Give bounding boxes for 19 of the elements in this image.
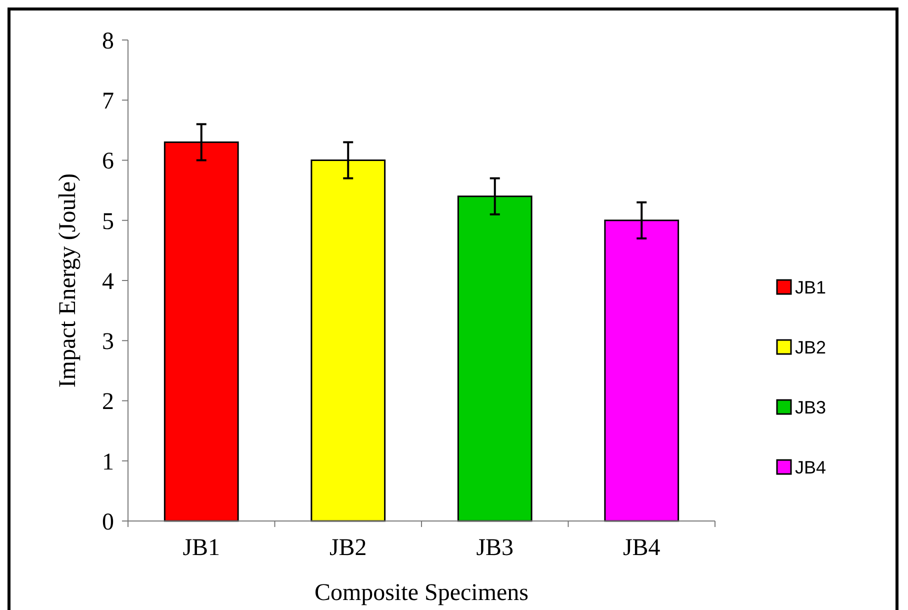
y-tick-label: 5 [102, 208, 114, 235]
y-tick-label: 3 [102, 329, 114, 356]
y-tick-label: 8 [102, 28, 114, 54]
x-tick-label: JB1 [182, 535, 220, 561]
legend-label: JB2 [795, 337, 826, 358]
x-axis-title: Composite Specimens [314, 580, 528, 606]
x-tick-label: JB4 [622, 535, 660, 561]
y-tick-label: 6 [102, 148, 114, 175]
y-tick-label: 1 [102, 449, 114, 476]
y-tick-label: 0 [102, 509, 114, 536]
legend-label: JB3 [795, 397, 826, 418]
y-tick-label: 7 [102, 88, 114, 115]
y-tick-label: 4 [102, 268, 114, 295]
legend-label: JB1 [795, 277, 826, 298]
x-tick-label: JB3 [476, 535, 514, 561]
x-tick-label: JB2 [329, 535, 367, 561]
legend-label: JB4 [795, 457, 826, 478]
y-tick-label: 2 [102, 389, 114, 416]
y-axis-title: Impact Energy (Joule) [55, 173, 81, 388]
